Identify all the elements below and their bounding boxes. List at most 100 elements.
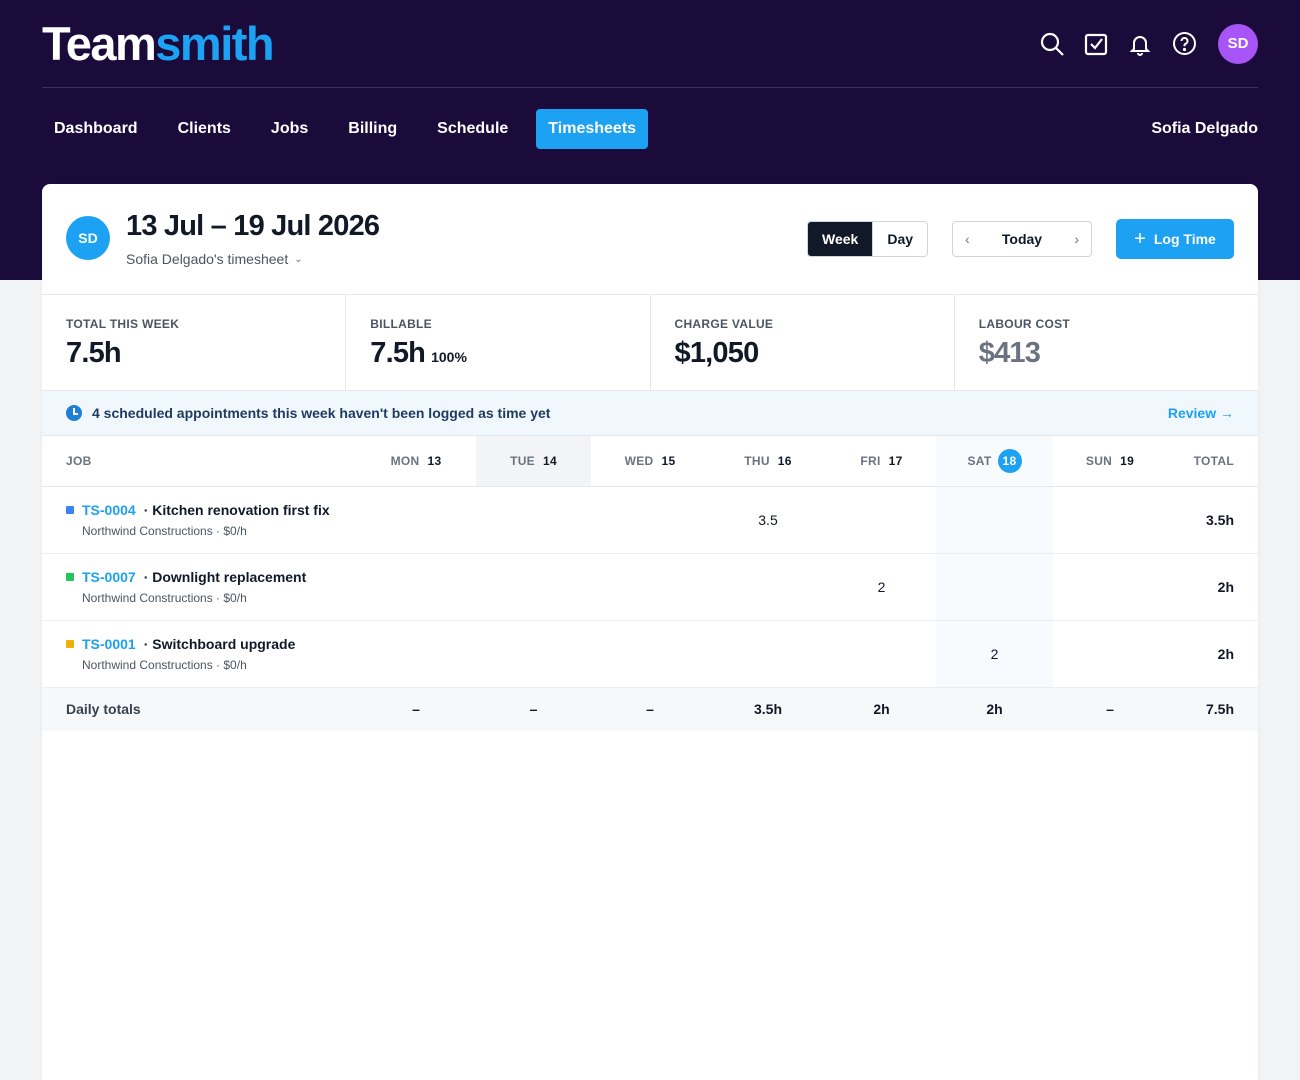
plus-icon: +: [1134, 228, 1146, 250]
stat-total-this-week: TOTAL THIS WEEK 7.5h: [42, 295, 347, 390]
hours-cell[interactable]: [356, 486, 476, 554]
row-total: 3.5h: [1167, 486, 1258, 554]
timesheet-owner-label: Sofia Delgado's timesheet: [126, 251, 289, 267]
job-id-link[interactable]: TS-0004: [82, 501, 136, 518]
hours-cell[interactable]: [827, 486, 936, 554]
timesheet-avatar: SD: [66, 216, 110, 260]
nav-schedule[interactable]: Schedule: [437, 120, 509, 137]
log-time-button[interactable]: + Log Time: [1116, 219, 1234, 259]
nav-billing[interactable]: Billing: [348, 120, 398, 137]
hours-cell[interactable]: [476, 486, 591, 554]
search-icon[interactable]: [1038, 30, 1066, 58]
tasks-check-icon[interactable]: [1082, 30, 1110, 58]
daily-total: 2h: [936, 687, 1053, 731]
job-client-rate: Northwind Constructions · $0/h: [82, 590, 247, 605]
row-total: 2h: [1167, 553, 1258, 621]
col-header-day[interactable]: WED 15: [591, 436, 709, 487]
grand-total: 7.5h: [1167, 687, 1258, 731]
hours-cell[interactable]: 2: [827, 553, 936, 621]
col-header-day[interactable]: THU 16: [709, 436, 827, 487]
col-header-job: JOB: [42, 436, 356, 487]
help-icon[interactable]: [1170, 30, 1198, 58]
hours-cell[interactable]: [936, 486, 1053, 554]
daily-total: 2h: [827, 687, 936, 731]
daily-total: 3.5h: [709, 687, 827, 731]
stat-value: 7.5h: [370, 337, 426, 369]
table-row[interactable]: TS-0001 · Switchboard upgrade Northwind …: [42, 620, 1258, 688]
hours-cell[interactable]: [356, 620, 476, 688]
timesheet-owner-select[interactable]: Sofia Delgado's timesheet ⌄: [126, 251, 303, 267]
stat-value: 7.5h: [66, 337, 122, 369]
bell-icon[interactable]: [1126, 30, 1154, 58]
nav-clients[interactable]: Clients: [177, 120, 231, 137]
col-header-day[interactable]: SUN 19: [1053, 436, 1167, 487]
col-header-day[interactable]: FRI 17: [827, 436, 936, 487]
user-avatar[interactable]: SD: [1218, 23, 1258, 64]
nav-timesheets[interactable]: Timesheets: [536, 109, 649, 149]
log-time-label: Log Time: [1153, 231, 1216, 247]
header-actions: SD: [1038, 23, 1258, 64]
job-id-link[interactable]: TS-0001: [82, 635, 136, 652]
hours-cell[interactable]: [591, 620, 709, 688]
hours-cell[interactable]: [356, 553, 476, 621]
chevron-down-icon: ⌄: [294, 253, 303, 265]
stat-charge-value: CHARGE VALUE $1,050: [651, 295, 955, 390]
billable-percent: 100%: [431, 349, 467, 365]
timesheet-grid: JOB MON 13 TUE 14 WED 15 THU 16 FRI 17 SAT 18 …: [42, 436, 1258, 731]
stat-labour-cost: LABOUR COST $413: [955, 295, 1258, 390]
hours-cell[interactable]: [936, 553, 1053, 621]
col-header-total: TOTAL: [1167, 436, 1258, 487]
hours-cell[interactable]: [1053, 486, 1167, 554]
job-color-marker: [66, 572, 74, 581]
hours-cell[interactable]: 3.5: [709, 486, 827, 554]
timesheet-header: SD 13 Jul – 19 Jul 2026 Sofia Delgado's …: [42, 184, 1258, 295]
hours-cell[interactable]: [591, 553, 709, 621]
col-header-day-today[interactable]: SAT 18: [936, 436, 1053, 487]
stat-label: BILLABLE: [370, 317, 432, 331]
summary-stats: TOTAL THIS WEEK 7.5h BILLABLE 7.5h 100% …: [42, 295, 1258, 391]
review-link[interactable]: Review →: [1167, 405, 1234, 421]
stat-value-row: 7.5h 100%: [370, 337, 625, 370]
hours-cell[interactable]: [476, 620, 591, 688]
hours-cell[interactable]: [709, 553, 827, 621]
job-client-rate: Northwind Constructions · $0/h: [82, 523, 247, 538]
nav-user-name[interactable]: Sofia Delgado: [1151, 120, 1258, 137]
hours-cell[interactable]: [827, 620, 936, 688]
today-button[interactable]: Today: [1001, 231, 1043, 247]
timesheet-card: SD 13 Jul – 19 Jul 2026 Sofia Delgado's …: [42, 184, 1258, 1080]
nav-jobs[interactable]: Jobs: [270, 120, 309, 137]
col-header-day[interactable]: TUE 14: [476, 436, 591, 487]
chevron-left-icon[interactable]: ‹: [965, 231, 970, 247]
stat-label: TOTAL THIS WEEK: [66, 317, 180, 331]
hours-cell[interactable]: [476, 553, 591, 621]
job-color-marker: [66, 639, 74, 648]
unlogged-appointments-banner: 4 scheduled appointments this week haven…: [42, 391, 1258, 436]
job-title: · Downlight replacement: [143, 568, 307, 585]
week-view-button[interactable]: Week: [808, 222, 873, 256]
teamsmith-logo[interactable]: Teamsmith: [42, 17, 275, 70]
hours-cell[interactable]: [1053, 553, 1167, 621]
chevron-right-icon[interactable]: ›: [1074, 231, 1079, 247]
job-title: · Switchboard upgrade: [143, 635, 296, 652]
job-id-link[interactable]: TS-0007: [82, 568, 136, 585]
clock-icon: [66, 405, 82, 421]
stat-value: $413: [978, 337, 1041, 369]
job-cell: TS-0004 · Kitchen renovation first fix N…: [42, 486, 356, 554]
table-row[interactable]: TS-0007 · Downlight replacement Northwin…: [42, 553, 1258, 621]
daily-total: –: [591, 687, 709, 731]
hours-cell[interactable]: [709, 620, 827, 688]
stat-billable: BILLABLE 7.5h 100%: [346, 295, 651, 390]
table-row[interactable]: TS-0004 · Kitchen renovation first fix N…: [42, 486, 1258, 554]
hours-cell[interactable]: 2: [936, 620, 1053, 688]
date-navigator: ‹ Today ›: [952, 221, 1092, 257]
nav-dashboard[interactable]: Dashboard: [54, 120, 138, 137]
week-range-title: 13 Jul – 19 Jul 2026: [126, 210, 380, 242]
col-header-day[interactable]: MON 13: [356, 436, 476, 487]
stat-value: $1,050: [674, 337, 760, 369]
day-view-button[interactable]: Day: [872, 222, 928, 256]
hours-cell[interactable]: [591, 486, 709, 554]
stat-label: LABOUR COST: [978, 317, 1071, 331]
app-header: Teamsmith SD: [42, 0, 1258, 88]
hours-cell[interactable]: [1053, 620, 1167, 688]
banner-message: 4 scheduled appointments this week haven…: [92, 405, 551, 421]
